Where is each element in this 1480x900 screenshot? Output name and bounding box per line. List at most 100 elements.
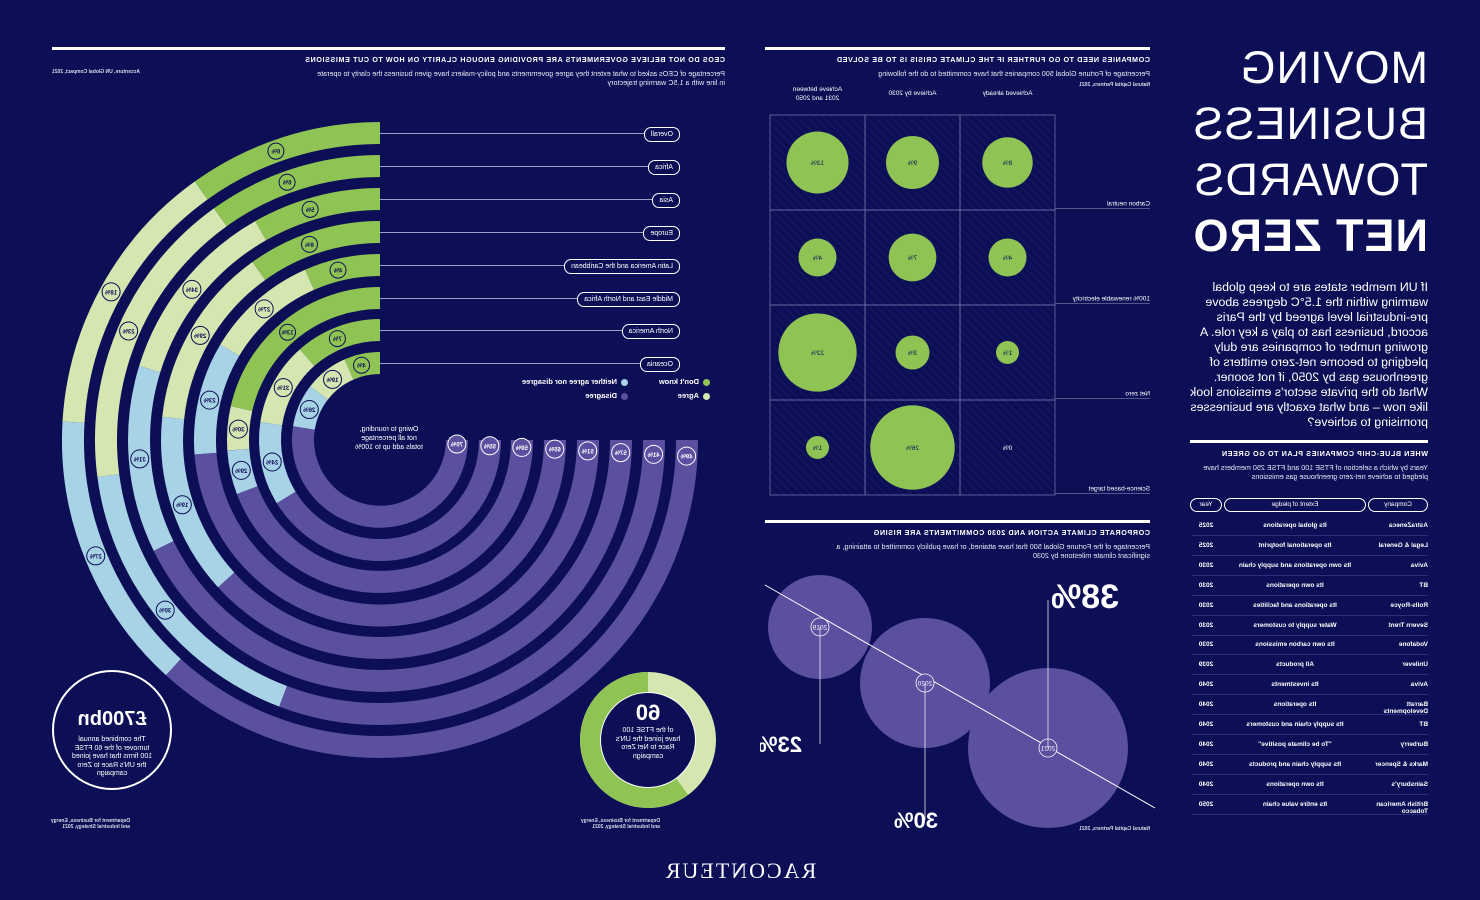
ceo-subheading: Percentage of CEOs asked to what extent … (317, 69, 725, 87)
grid-row-label: Net zero (1125, 390, 1150, 397)
pledge-row-divider (1192, 773, 1428, 775)
ring-agree-badge (273, 378, 293, 398)
grid-column-label: Achieve by 2030 (888, 90, 936, 97)
ring-agree-value: 30% (232, 428, 245, 434)
ftse-donut-share (580, 672, 716, 808)
brand-logo: RACONTEUR (663, 858, 817, 883)
corporate-rule (765, 520, 1150, 523)
pledge-year: 2040 (1198, 760, 1214, 768)
ring-dont-know (194, 122, 381, 200)
legend-agree-dot (703, 392, 710, 400)
grid-bubble (888, 233, 937, 282)
ring-dont-know-value: 6% (271, 150, 280, 156)
ring-dont-know-badge (353, 356, 371, 374)
pledge-extent: Its own carbon emissions (1255, 641, 1335, 649)
ring-dont-know-value: 5% (305, 208, 314, 214)
ring-disagree (218, 439, 599, 659)
pledge-year: 2050 (1198, 800, 1214, 808)
grid-row-label: Science-based target (1088, 485, 1150, 492)
pledge-extent: Its own operations (1266, 581, 1324, 589)
grid-bubble-label: 22% (811, 350, 824, 357)
ring-dont-know-badge (329, 261, 347, 279)
pledge-company: Burberry (1400, 740, 1428, 748)
ring-dont-know-value: 6% (304, 243, 313, 249)
legend-dont-know-dot (703, 378, 710, 386)
pledge-row-divider (1192, 793, 1428, 795)
legend-disagree: Disagree (585, 391, 617, 400)
pledge-company: Marks & Spencer (1375, 760, 1428, 768)
grid-bubble-label: 26% (906, 445, 919, 452)
ring-disagree (276, 439, 501, 562)
ring-neither-badge (200, 390, 220, 410)
pledge-year: 2030 (1198, 561, 1214, 569)
ring-neither-badge (299, 400, 319, 420)
ring-disagree (194, 439, 567, 627)
pledge-year: 2025 (1198, 541, 1214, 549)
grid-cell (959, 399, 1056, 496)
pledge-row-divider (1192, 694, 1428, 696)
pledge-company: Aviva (1410, 681, 1428, 689)
grid-bubble (886, 136, 939, 189)
pledge-year: 2040 (1198, 681, 1214, 689)
ring-disagree-value: 57% (614, 451, 627, 457)
ring-dont-know-badge (300, 235, 318, 253)
ring-neither-value: 31% (133, 457, 146, 463)
ring-neither-badge (155, 600, 175, 620)
ring-neither-value: 26% (303, 408, 316, 414)
grid-bubble-label: 8% (1003, 160, 1013, 167)
pledge-row-divider (1192, 594, 1428, 596)
ring-disagree-badge (512, 437, 532, 457)
grid-bubble (996, 341, 1019, 364)
ring-agree-badge (254, 299, 274, 319)
grid-bubble-label: 3% (908, 350, 918, 357)
pledge-extent: Its global operations (1263, 522, 1327, 529)
ring-disagree-value: 59% (515, 446, 528, 452)
grid-bubble-label: 1% (1003, 350, 1013, 357)
companies-subheading: Percentage of Fortune Global 500 compani… (878, 69, 1150, 78)
pledge-extent: Its supply chain and customers (1246, 721, 1344, 728)
pledge-year: 2030 (1198, 601, 1214, 609)
ring-disagree-value: 41% (647, 453, 660, 459)
ring-disagree (279, 439, 665, 725)
pledge-extent: Its own operations and supply chain (1238, 561, 1352, 569)
ring-disagree-badge (644, 444, 664, 464)
pledge-extent: Its operations and facilities (1253, 601, 1337, 609)
companies-grid: Achieved already Achieve by 2030 Achieve b… (769, 86, 1150, 496)
pledge-company: Unilever (1402, 661, 1428, 669)
pledge-company: BT (1419, 581, 1428, 589)
ring-agree-value: 23% (122, 329, 135, 335)
ring-disagree-badge (447, 434, 467, 454)
legend-dont-know: Don't know (658, 377, 699, 386)
ring-agree-value: 18% (104, 290, 117, 296)
ring-disagree-badge (677, 446, 697, 466)
grid-bubble-label: 1% (813, 445, 823, 452)
pledge-extent: Its operational footprint (1258, 541, 1332, 549)
grid-bubble-label: 7% (908, 255, 918, 262)
legend-neither: Neither agree nor disagree (521, 377, 617, 386)
ceo-rule (52, 47, 725, 50)
corporate-subheading: Percentage of the Fortune Global 500 tha… (836, 542, 1150, 560)
ring-agree-value: 29% (194, 334, 207, 340)
ftse-donut (580, 672, 716, 808)
ftse-desc: of the FTSE 100 have joined the UN's Rac… (615, 727, 681, 760)
grid-column-label: Achieve between (792, 86, 842, 93)
ring-dont-know-badge (328, 330, 346, 348)
pledge-row-divider (1192, 734, 1428, 735)
ring-disagree-value: 70% (450, 443, 463, 449)
pledge-extent: Water supply to customers (1253, 621, 1337, 629)
title-line-2: BUSINESS (1192, 98, 1428, 149)
pledge-extent: Its entire value chain (1262, 800, 1328, 808)
pledges-subheading: Years by which a selection of FTSE 100 a… (1203, 463, 1428, 481)
ring-agree-badge (190, 325, 210, 345)
rounding-note: Owing to rounding, not all percentage to… (355, 426, 423, 451)
pledge-extent: All products (1276, 661, 1314, 669)
pledge-row-divider (1192, 574, 1428, 576)
pledge-row-divider (1192, 654, 1428, 656)
grid-column-label: 2031 and 2050 (795, 95, 839, 102)
ring-dont-know-value: 4% (357, 364, 366, 370)
legend-neither-dot (621, 378, 628, 386)
col-company: Company (1368, 498, 1428, 512)
title-line-4: NET ZERO (1192, 210, 1428, 261)
ring-dont-know-value: 6% (282, 181, 291, 187)
